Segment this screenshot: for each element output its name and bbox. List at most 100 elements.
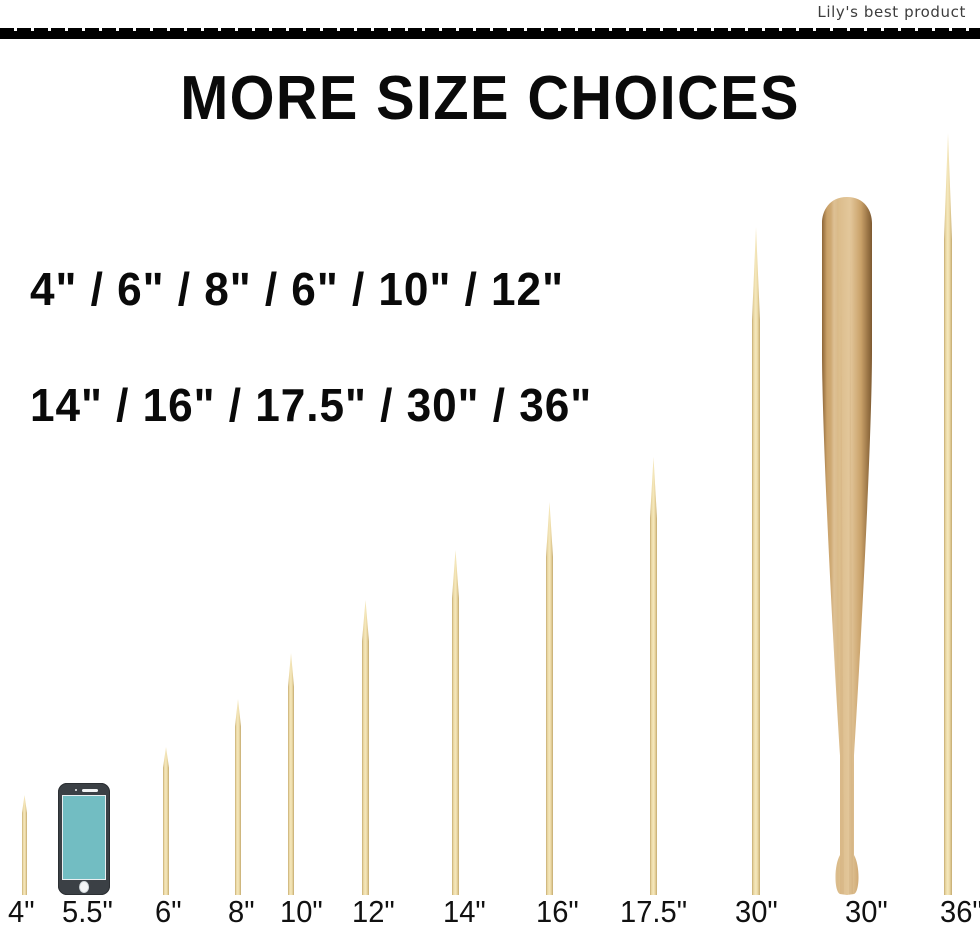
rule-bar-nick [388, 28, 391, 31]
rule-bar-nick [422, 28, 425, 31]
rule-bar-nick [864, 28, 867, 31]
rule-bar-nick [677, 28, 680, 31]
phone-graphic-5-5in [58, 783, 110, 895]
skewer-shape [944, 133, 952, 895]
phone-camera-icon [75, 788, 78, 792]
rule-bar-nick [31, 28, 34, 31]
rule-bar-nick [813, 28, 816, 31]
rule-bar-nick [286, 28, 289, 31]
skewer-4in [22, 795, 27, 895]
tick-label-14in: 14" [443, 894, 486, 929]
header-divider-bar [0, 28, 980, 39]
size-list-line-2: 14" / 16" / 17.5" / 30" / 36" [30, 379, 593, 431]
skewer-shape [650, 457, 657, 895]
rule-bar-nick [235, 28, 238, 31]
tick-label-5-5in: 5.5" [62, 894, 113, 929]
brand-label: Lily's best product [817, 3, 966, 21]
skewer-shape [163, 747, 169, 895]
rule-bar-nick [82, 28, 85, 31]
rule-bar-nick [558, 28, 561, 31]
rule-bar-nick [541, 28, 544, 31]
rule-bar-nick [303, 28, 306, 31]
rule-bar-nick [762, 28, 765, 31]
skewer-shape [452, 550, 459, 895]
rule-bar-nick [490, 28, 493, 31]
baseball-bat-30in [818, 197, 876, 895]
tick-label-36in: 36" [940, 894, 980, 929]
rule-bar-nick [779, 28, 782, 31]
rule-bar-nick [184, 28, 187, 31]
rule-bar-nick [14, 28, 17, 31]
skewer-8in [235, 699, 241, 895]
rule-bar-nick [796, 28, 799, 31]
skewer-10in [288, 653, 294, 895]
rule-bar-nick [201, 28, 204, 31]
skewer-shape [288, 653, 294, 895]
phone-speaker-slot [81, 788, 98, 792]
skewer-shape [22, 795, 27, 895]
rule-bar-nick [898, 28, 901, 31]
rule-bar-nick [473, 28, 476, 31]
skewer-shape [235, 699, 241, 895]
rule-bar-nick [881, 28, 884, 31]
rule-bar-nick [167, 28, 170, 31]
rule-bar-nick [252, 28, 255, 31]
rule-bar-nick [728, 28, 731, 31]
page-title: MORE SIZE CHOICES [180, 64, 800, 133]
rule-bar-nick [966, 28, 969, 31]
skewer-shape [546, 502, 553, 895]
phone-screen [62, 795, 106, 880]
skewer-12in [362, 600, 369, 895]
tick-label-17-5in: 17.5" [620, 894, 688, 929]
rule-bar-nick [847, 28, 850, 31]
rule-bar-nick [269, 28, 272, 31]
rule-bar-nick [337, 28, 340, 31]
tick-label-8in: 8" [228, 894, 255, 929]
rule-bar-nick [507, 28, 510, 31]
rule-bar-nick [439, 28, 442, 31]
rule-bar-nick [575, 28, 578, 31]
rule-bar-nick [694, 28, 697, 31]
skewer-17-5in [650, 457, 657, 895]
rule-bar-nick [830, 28, 833, 31]
rule-bar-nick [915, 28, 918, 31]
rule-bar-nick [524, 28, 527, 31]
phone-home-button [79, 880, 89, 893]
rule-bar-nick [354, 28, 357, 31]
rule-bar-nick [65, 28, 68, 31]
rule-bar-nick [932, 28, 935, 31]
rule-bar-nick [711, 28, 714, 31]
skewer-6in [163, 747, 169, 895]
size-list-line-1: 4" / 6" / 8" / 6" / 10" / 12" [30, 263, 564, 315]
rule-bar-nick [745, 28, 748, 31]
rule-bar-nick [405, 28, 408, 31]
skewer-14in [452, 550, 459, 895]
rule-bar-nick [949, 28, 952, 31]
rule-bar-nick [643, 28, 646, 31]
rule-bar-nick [48, 28, 51, 31]
rule-bar-nick [592, 28, 595, 31]
brand-row: Lily's best product [0, 0, 980, 26]
tick-label-30in: 30" [735, 894, 778, 929]
tick-label-4in: 4" [8, 894, 35, 929]
skewer-shape [362, 600, 369, 895]
rule-bar-nick [150, 28, 153, 31]
tick-label-16in: 16" [536, 894, 579, 929]
tick-label-6in: 6" [155, 894, 182, 929]
tick-label-10in: 10" [280, 894, 323, 929]
tick-label-30in: 30" [845, 894, 888, 929]
rule-bar-nick [320, 28, 323, 31]
rule-bar-nick [116, 28, 119, 31]
rule-bar-nick [660, 28, 663, 31]
baseball-bat-shape [822, 197, 872, 895]
skewer-36in [944, 133, 952, 895]
rule-bar-nick [218, 28, 221, 31]
skewer-shape [752, 227, 760, 895]
rule-bar-nick [456, 28, 459, 31]
rule-bar-nick [609, 28, 612, 31]
rule-bar-nick [99, 28, 102, 31]
rule-bar-nick [371, 28, 374, 31]
rule-bar-nick [626, 28, 629, 31]
rule-bar-nick [133, 28, 136, 31]
